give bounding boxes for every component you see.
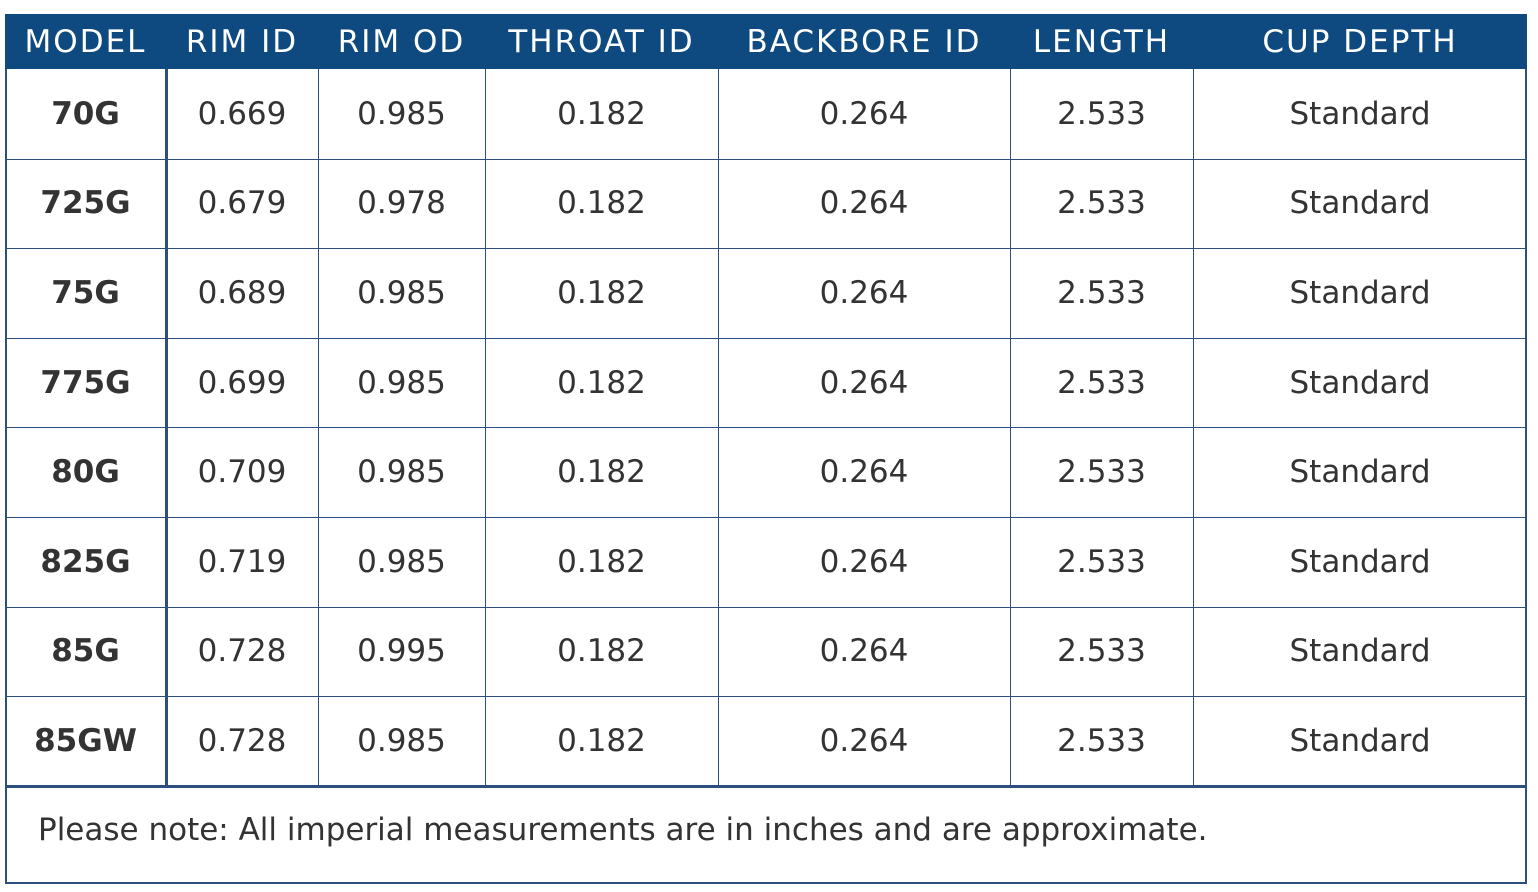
data-cell: 0.182 <box>557 454 646 491</box>
data-cell: 0.699 <box>197 364 287 401</box>
data-cell: 0.709 <box>197 454 287 491</box>
column-header: RIM ID <box>166 14 318 69</box>
data-cell: 0.689 <box>197 274 287 311</box>
data-cell: Standard <box>1289 543 1431 580</box>
data-cell: 2.533 <box>1057 185 1146 222</box>
column-divider <box>318 69 319 786</box>
data-cell: 0.264 <box>819 364 909 401</box>
data-cell: 0.985 <box>357 364 446 401</box>
row-divider <box>5 696 1527 698</box>
data-cell: Standard <box>1289 95 1431 132</box>
data-cell: 0.264 <box>819 722 909 759</box>
data-cell: 0.182 <box>557 364 646 401</box>
data-cell: 2.533 <box>1057 274 1146 311</box>
data-cell: 2.533 <box>1057 543 1146 580</box>
data-cell: 2.533 <box>1057 633 1146 670</box>
data-cell: 0.264 <box>819 454 909 491</box>
data-cell: 0.182 <box>557 274 646 311</box>
data-cell: Standard <box>1289 633 1431 670</box>
data-cell: Standard <box>1289 185 1431 222</box>
data-cell: 0.985 <box>357 274 446 311</box>
data-cell: 0.669 <box>197 95 287 132</box>
data-cell: 0.985 <box>357 543 446 580</box>
row-divider <box>5 337 1527 339</box>
data-cell: 0.679 <box>197 185 287 222</box>
column-header: LENGTH <box>1010 14 1193 69</box>
model-cell: 70G <box>51 95 120 132</box>
data-cell: 0.264 <box>819 274 909 311</box>
data-cell: 0.978 <box>357 185 446 222</box>
data-cell: Standard <box>1289 364 1431 401</box>
data-cell: Standard <box>1289 722 1431 759</box>
table-bottom-rule <box>5 784 1527 788</box>
data-cell: 0.264 <box>819 543 909 580</box>
data-cell: 0.728 <box>197 722 287 759</box>
column-header: MODEL <box>5 14 166 69</box>
row-divider <box>5 606 1527 608</box>
column-divider <box>165 69 168 786</box>
model-cell: 825G <box>40 543 131 580</box>
column-divider <box>718 69 719 786</box>
data-cell: 0.264 <box>819 95 909 132</box>
row-divider <box>5 158 1527 160</box>
column-header: THROAT ID <box>485 14 718 69</box>
footnote: Please note: All imperial measurements a… <box>38 812 1208 848</box>
data-cell: 0.182 <box>557 633 646 670</box>
data-cell: 0.985 <box>357 722 446 759</box>
model-cell: 75G <box>51 274 120 311</box>
data-cell: 0.995 <box>357 633 446 670</box>
data-cell: 0.985 <box>357 95 446 132</box>
data-cell: Standard <box>1289 454 1431 491</box>
data-cell: 0.985 <box>357 454 446 491</box>
data-cell: 0.264 <box>819 185 909 222</box>
column-header: BACKBORE ID <box>718 14 1010 69</box>
data-cell: 0.728 <box>197 633 287 670</box>
data-cell: 0.182 <box>557 722 646 759</box>
data-cell: 0.719 <box>197 543 287 580</box>
row-divider <box>5 517 1527 518</box>
data-cell: 0.182 <box>557 185 646 222</box>
column-divider <box>485 69 486 786</box>
data-cell: 2.533 <box>1057 95 1146 132</box>
column-divider <box>1193 69 1194 786</box>
model-cell: 775G <box>40 364 131 401</box>
data-cell: 0.264 <box>819 633 909 670</box>
column-divider <box>1010 69 1011 786</box>
data-cell: 0.182 <box>557 543 646 580</box>
data-cell: 0.182 <box>557 95 646 132</box>
row-divider <box>5 427 1527 429</box>
data-cell: 2.533 <box>1057 364 1146 401</box>
column-header: CUP DEPTH <box>1193 14 1527 69</box>
model-cell: 85GW <box>34 722 137 759</box>
table-frame <box>5 14 1527 884</box>
data-cell: Standard <box>1289 274 1431 311</box>
data-cell: 2.533 <box>1057 722 1146 759</box>
model-cell: 80G <box>51 454 120 491</box>
row-divider <box>5 248 1527 250</box>
model-cell: 725G <box>40 185 131 222</box>
data-cell: 2.533 <box>1057 454 1146 491</box>
column-header: RIM OD <box>318 14 485 69</box>
model-cell: 85G <box>51 633 120 670</box>
